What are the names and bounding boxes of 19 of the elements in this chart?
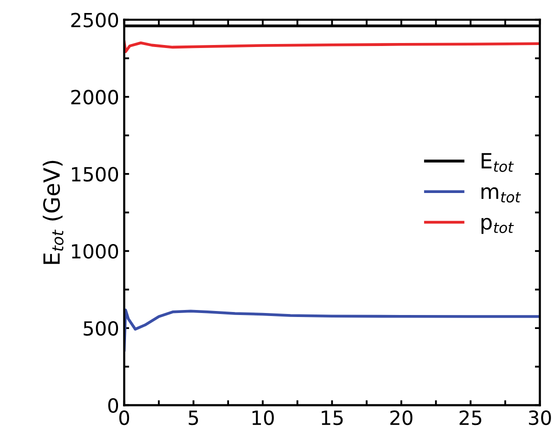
x-tick-label: 30 <box>528 410 551 426</box>
legend-label: p$_{tot}$ <box>482 218 514 234</box>
x-tick-label: 10 <box>252 410 274 426</box>
line-series <box>124 40 540 54</box>
x-tick-label: 20 <box>390 410 412 426</box>
y-tick-label: 2000 <box>71 90 118 105</box>
x-tick-label: 25 <box>460 410 482 426</box>
legend-label: m$_{tot}$ <box>482 187 521 203</box>
y-tick-label: 500 <box>84 321 118 336</box>
line-series <box>124 308 540 352</box>
x-tick-label: 5 <box>188 410 198 426</box>
y-tick-label: 2500 <box>71 12 118 28</box>
y-axis-title: E$_{tot}$ (GeV) <box>42 160 64 264</box>
legend-label: E$_{tot}$ <box>482 153 514 172</box>
x-tick-label: 15 <box>322 410 343 426</box>
x-tick-label: 0 <box>119 410 130 426</box>
y-tick-label: 0 <box>108 398 118 413</box>
y-tick-label: 1500 <box>72 166 118 182</box>
y-tick-label: 1000 <box>72 244 118 259</box>
